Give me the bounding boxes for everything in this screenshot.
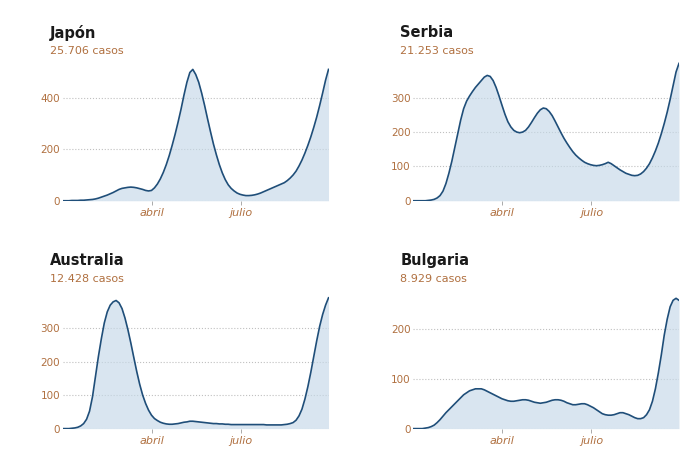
Text: Bulgaria: Bulgaria bbox=[400, 252, 469, 268]
Text: Japón: Japón bbox=[50, 25, 96, 41]
Text: Serbia: Serbia bbox=[400, 25, 454, 40]
Text: 21.253 casos: 21.253 casos bbox=[400, 47, 474, 57]
Text: Australia: Australia bbox=[50, 252, 125, 268]
Text: 8.929 casos: 8.929 casos bbox=[400, 274, 467, 284]
Text: 12.428 casos: 12.428 casos bbox=[50, 274, 124, 284]
Text: 25.706 casos: 25.706 casos bbox=[50, 47, 123, 57]
